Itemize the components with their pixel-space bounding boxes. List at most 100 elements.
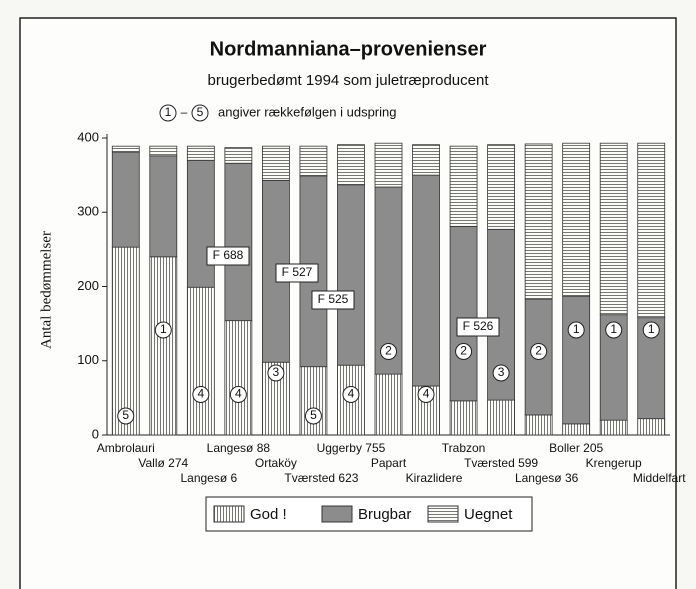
bar-segment [487, 399, 516, 436]
x-tick-label: Middelfart [633, 471, 686, 485]
bar-segment [224, 162, 253, 322]
rank-circle [267, 364, 285, 382]
annotation: F 526 [463, 319, 494, 333]
bar-segment [186, 145, 215, 161]
rank-circle [192, 386, 210, 403]
rank-label: 1 [610, 322, 617, 336]
legend-swatch [213, 505, 245, 523]
rank-label: 1 [648, 322, 655, 336]
rank-circle [304, 407, 322, 425]
annotation: F 527 [282, 265, 313, 279]
rank-label: 5 [310, 408, 317, 422]
rank-circle [229, 386, 247, 403]
x-tick-label: Tværsted 623 [284, 471, 358, 485]
bar-segment [261, 145, 290, 181]
rank-label: 3 [498, 365, 505, 379]
rank-circle [642, 321, 660, 339]
y-tick-label: 400 [77, 129, 99, 144]
x-tick-label: Tværsted 599 [464, 456, 538, 470]
x-tick-label: Krengerup [586, 456, 642, 470]
bar-segment [374, 373, 403, 436]
bar-segment [449, 225, 478, 402]
bar-segment [637, 418, 666, 436]
x-tick-label: Langesø 88 [207, 441, 271, 455]
annotation-box [311, 290, 355, 310]
rank-label: 2 [385, 344, 392, 358]
x-tick-label: Ortaköy [255, 456, 297, 470]
bar-segment [299, 366, 328, 436]
rank-circle [342, 386, 360, 403]
bar-segment [524, 414, 553, 436]
bar-segment [337, 184, 365, 366]
annotation-box [206, 246, 250, 266]
x-tick-label: Langesø 6 [180, 471, 237, 485]
rank-label: 4 [197, 387, 204, 401]
annotation: F 688 [213, 248, 244, 262]
rank-label: 4 [235, 387, 242, 401]
bar-segment [111, 145, 140, 153]
y-tick-label: 200 [77, 278, 99, 293]
annotation-box [275, 263, 319, 283]
legend-label: God ! [250, 506, 287, 523]
bar-segment [149, 155, 178, 258]
bar-segment [111, 151, 140, 248]
bar-segment [449, 400, 478, 436]
note-circle [159, 104, 177, 122]
note-circle [191, 104, 209, 122]
legend-swatch [427, 505, 459, 523]
rank-circle [455, 343, 473, 360]
bar-segment [337, 144, 365, 186]
bar-segment [637, 142, 666, 319]
bar-segment [149, 145, 178, 157]
bar-segment [374, 142, 403, 188]
bar-segment [149, 256, 178, 436]
annotation: F 525 [318, 292, 349, 306]
rank-label: 4 [348, 387, 355, 401]
y-tick-label: 100 [77, 352, 99, 367]
y-tick-label: 300 [77, 204, 99, 219]
bar-segment [224, 147, 253, 164]
x-tick-label: Ambrolauri [97, 441, 155, 455]
y-tick-label: 0 [92, 426, 99, 441]
rank-circle [492, 364, 510, 382]
x-tick-label: Papart [371, 456, 407, 470]
bar-segment [562, 142, 591, 297]
rank-circle [154, 321, 172, 339]
note-to: 5 [197, 105, 204, 119]
legend-box [205, 496, 533, 532]
bar-segment [562, 423, 591, 436]
bar-segment [412, 144, 440, 176]
x-tick-label: Uggerby 755 [317, 441, 386, 455]
rank-label: 5 [122, 408, 129, 422]
x-tick-label: Kirazlidere [406, 471, 463, 485]
note-text: angiver rækkefølgen i udspring [218, 104, 396, 119]
bar-segment [186, 159, 215, 288]
bar-segment [412, 174, 440, 387]
rank-circle [567, 321, 585, 339]
rank-label: 2 [535, 344, 542, 358]
bar-segment [524, 143, 553, 300]
chart-subtitle: brugerbedømt 1994 som juletræproducent [208, 72, 490, 89]
legend-label: Brugbar [358, 506, 411, 523]
legend-label: Uegnet [464, 506, 513, 523]
note-from: 1 [165, 105, 172, 119]
x-tick-label: Vallø 274 [138, 456, 188, 470]
rank-label: 1 [160, 322, 167, 336]
bar-segment [599, 142, 628, 316]
chart-title: Nordmanniana–provenienser [210, 38, 487, 60]
rank-circle [117, 407, 135, 425]
rank-circle [605, 321, 623, 339]
rank-label: 2 [460, 344, 467, 358]
note-separator: – [181, 105, 188, 119]
rank-circle [380, 343, 397, 360]
rank-label: 1 [573, 322, 580, 336]
bar-segment [449, 145, 478, 227]
bar-segment [487, 144, 516, 230]
bar-segment [599, 419, 628, 436]
bar-segment [111, 246, 140, 436]
x-tick-label: Boller 205 [549, 441, 603, 455]
rank-label: 4 [423, 387, 430, 401]
rank-circle [417, 386, 435, 403]
x-tick-label: Langesø 36 [515, 471, 579, 485]
